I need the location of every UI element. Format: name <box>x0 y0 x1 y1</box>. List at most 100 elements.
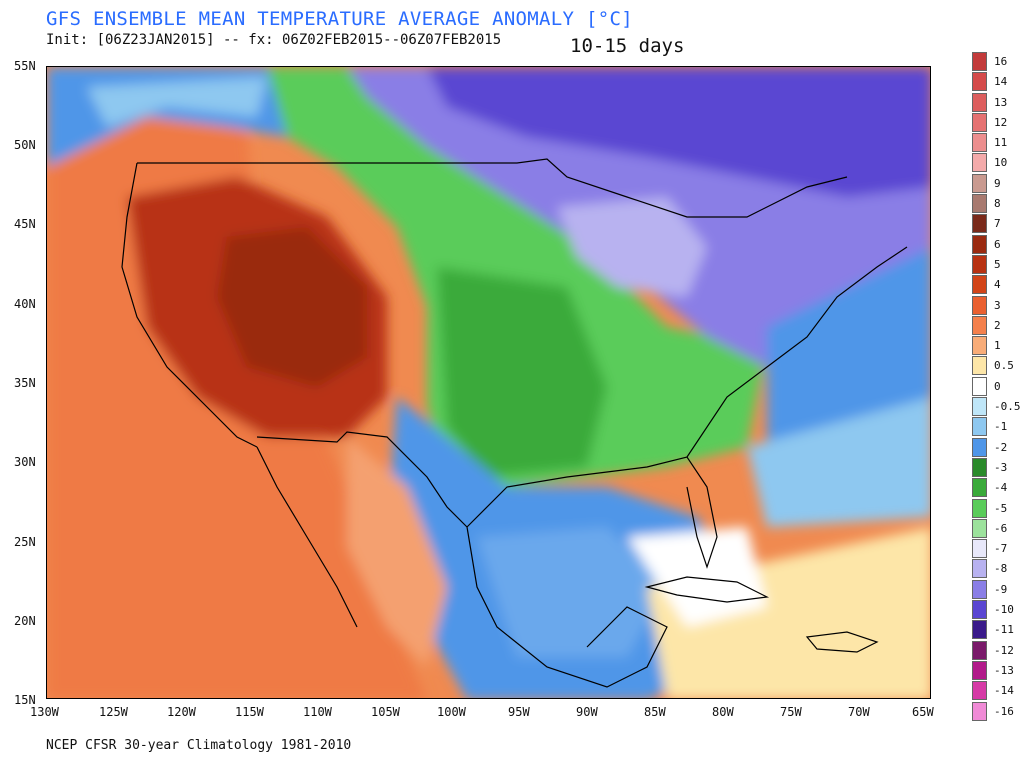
legend-label: -16 <box>994 704 1014 718</box>
legend-item: 0 <box>970 376 1020 397</box>
us-west-coast <box>121 162 258 448</box>
lat-label: 40N <box>14 297 36 311</box>
warm-anomaly-peak <box>217 227 367 387</box>
legend-item: 10 <box>970 153 1020 173</box>
legend-label: -10 <box>994 603 1014 617</box>
neutral-anomaly-caribbean <box>647 527 930 698</box>
legend-label: 12 <box>994 115 1008 129</box>
legend-item: -5 <box>970 498 1020 519</box>
legend-item: -9 <box>970 579 1020 600</box>
legend-item: -14 <box>970 681 1020 701</box>
init-forecast-line: Init: [06Z23JAN2015] -- fx: 06Z02FEB2015… <box>46 32 502 48</box>
legend-label: 11 <box>994 136 1008 150</box>
lon-label: 130W <box>30 705 59 719</box>
mexico-coast <box>466 526 668 688</box>
legend-swatch <box>972 254 987 274</box>
legend-item: -0.5 <box>970 397 1021 417</box>
legend-swatch <box>972 397 987 417</box>
legend-item: 12 <box>970 112 1020 133</box>
legend-label: 0 <box>994 379 1001 393</box>
legend-item: -11 <box>970 620 1020 640</box>
legend-item: 16 <box>970 52 1020 72</box>
legend-swatch <box>972 72 987 92</box>
legend-swatch <box>972 640 987 660</box>
legend-swatch <box>972 194 987 214</box>
legend-label: 5 <box>994 257 1001 271</box>
legend-swatch <box>972 498 987 518</box>
us-east-coast <box>686 246 908 458</box>
legend-swatch <box>972 336 987 356</box>
us-canada-border <box>137 158 848 218</box>
legend-item: 1 <box>970 336 1020 356</box>
legend-label: -1 <box>994 420 1008 434</box>
legend-swatch <box>972 92 987 112</box>
legend-swatch <box>972 133 987 153</box>
legend-swatch <box>972 660 987 680</box>
legend-label: -12 <box>994 643 1014 657</box>
climatology-note: NCEP CFSR 30-year Climatology 1981-2010 <box>46 738 352 753</box>
legend-label: -2 <box>994 440 1008 454</box>
legend-item: -6 <box>970 518 1020 539</box>
legend-item: -8 <box>970 559 1020 579</box>
legend-item: 14 <box>970 72 1020 92</box>
legend-swatch <box>972 315 987 335</box>
legend-label: -7 <box>994 542 1008 556</box>
legend-label: 0.5 <box>994 359 1014 373</box>
legend-swatch <box>972 701 987 721</box>
lat-label: 50N <box>14 138 36 152</box>
lon-label: 75W <box>780 705 802 719</box>
hispaniola-outline <box>805 631 879 653</box>
legend-swatch <box>972 52 987 71</box>
legend-label: 6 <box>994 237 1001 251</box>
lat-label: 30N <box>14 455 36 469</box>
lon-label: 100W <box>437 705 466 719</box>
anomaly-map <box>46 66 931 699</box>
lat-label: 25N <box>14 535 36 549</box>
legend-label: 4 <box>994 278 1001 292</box>
lon-label: 120W <box>167 705 196 719</box>
legend-label: 13 <box>994 95 1008 109</box>
lat-label: 15N <box>14 693 36 707</box>
legend-item: 9 <box>970 173 1020 194</box>
legend-label: 8 <box>994 197 1001 211</box>
legend-item: 8 <box>970 194 1020 214</box>
legend-swatch <box>972 539 987 559</box>
legend-swatch <box>972 376 987 396</box>
legend-item: 13 <box>970 92 1020 113</box>
legend-label: 10 <box>994 156 1008 170</box>
lon-label: 65W <box>912 705 934 719</box>
legend-label: -3 <box>994 460 1008 474</box>
legend-swatch <box>972 559 987 579</box>
legend-label: 14 <box>994 75 1008 89</box>
lon-label: 85W <box>644 705 666 719</box>
legend-label: -8 <box>994 562 1008 576</box>
legend-item: -10 <box>970 600 1020 620</box>
legend-label: -13 <box>994 663 1014 677</box>
lon-label: 115W <box>235 705 264 719</box>
legend-swatch <box>972 457 987 477</box>
legend-swatch <box>972 518 987 538</box>
forecast-period: 10-15 days <box>570 35 685 57</box>
legend-swatch <box>972 275 987 295</box>
lat-label: 55N <box>14 59 36 73</box>
legend-label: 7 <box>994 217 1001 231</box>
legend-swatch <box>972 234 987 254</box>
legend-label: 3 <box>994 298 1001 312</box>
legend-swatch <box>972 417 987 437</box>
legend-label: -6 <box>994 521 1008 535</box>
lat-label: 20N <box>14 614 36 628</box>
legend-item: 5 <box>970 254 1020 275</box>
legend-swatch <box>972 600 987 620</box>
lon-label: 125W <box>99 705 128 719</box>
legend-swatch <box>972 579 987 599</box>
legend-item: -13 <box>970 660 1020 681</box>
legend-item: -1 <box>970 417 1020 437</box>
legend-item: 7 <box>970 214 1020 234</box>
legend-label: 1 <box>994 339 1001 353</box>
lon-label: 90W <box>576 705 598 719</box>
legend-item: -16 <box>970 701 1020 722</box>
lat-label: 35N <box>14 376 36 390</box>
legend-swatch <box>972 620 987 640</box>
legend-swatch <box>972 112 987 132</box>
legend-label: -5 <box>994 501 1008 515</box>
